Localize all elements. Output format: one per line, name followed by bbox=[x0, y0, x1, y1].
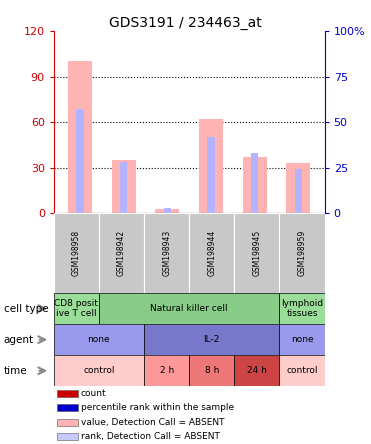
Text: none: none bbox=[88, 335, 110, 344]
Text: none: none bbox=[291, 335, 313, 344]
Text: 2 h: 2 h bbox=[160, 366, 174, 375]
Bar bbox=[54, 324, 144, 355]
Bar bbox=[54, 213, 99, 293]
Text: GSM198942: GSM198942 bbox=[117, 230, 126, 276]
Bar bbox=[189, 213, 234, 293]
Text: value, Detection Call = ABSENT: value, Detection Call = ABSENT bbox=[81, 418, 224, 427]
Text: rank, Detection Call = ABSENT: rank, Detection Call = ABSENT bbox=[81, 432, 220, 441]
Text: cell type: cell type bbox=[4, 304, 48, 313]
Bar bbox=[144, 213, 189, 293]
Bar bbox=[279, 355, 325, 386]
Bar bbox=[286, 163, 311, 213]
Bar bbox=[279, 324, 325, 355]
Bar bbox=[234, 213, 279, 293]
Bar bbox=[57, 433, 78, 440]
Bar bbox=[99, 293, 279, 324]
Bar bbox=[57, 390, 78, 397]
Bar bbox=[279, 293, 325, 324]
Text: 8 h: 8 h bbox=[204, 366, 219, 375]
Bar bbox=[189, 355, 234, 386]
Text: time: time bbox=[4, 366, 27, 376]
Text: GSM198943: GSM198943 bbox=[162, 230, 171, 276]
Text: GSM198958: GSM198958 bbox=[72, 230, 81, 276]
Text: Natural killer cell: Natural killer cell bbox=[150, 304, 228, 313]
Bar bbox=[99, 213, 144, 293]
Text: control: control bbox=[83, 366, 115, 375]
Bar bbox=[54, 355, 144, 386]
Bar bbox=[112, 160, 136, 213]
Bar bbox=[120, 162, 127, 213]
Bar bbox=[251, 153, 258, 213]
Text: control: control bbox=[286, 366, 318, 375]
Bar bbox=[295, 170, 302, 213]
Text: 24 h: 24 h bbox=[247, 366, 267, 375]
Text: count: count bbox=[81, 389, 106, 398]
Bar bbox=[68, 61, 92, 213]
Text: GDS3191 / 234463_at: GDS3191 / 234463_at bbox=[109, 16, 262, 30]
Bar bbox=[279, 213, 325, 293]
Bar bbox=[199, 119, 223, 213]
Text: CD8 posit
ive T cell: CD8 posit ive T cell bbox=[55, 299, 98, 318]
Bar bbox=[144, 355, 189, 386]
Text: GSM198959: GSM198959 bbox=[298, 230, 306, 276]
Text: GSM198944: GSM198944 bbox=[207, 230, 216, 276]
Bar bbox=[57, 404, 78, 412]
Bar bbox=[144, 324, 279, 355]
Bar bbox=[164, 208, 171, 213]
Bar bbox=[243, 157, 267, 213]
Text: GSM198945: GSM198945 bbox=[252, 230, 262, 276]
Bar bbox=[54, 293, 99, 324]
Bar bbox=[207, 137, 215, 213]
Bar bbox=[234, 355, 279, 386]
Bar bbox=[155, 209, 180, 213]
Text: percentile rank within the sample: percentile rank within the sample bbox=[81, 404, 234, 412]
Text: IL-2: IL-2 bbox=[204, 335, 220, 344]
Text: agent: agent bbox=[4, 335, 34, 345]
Bar bbox=[76, 109, 83, 213]
Bar bbox=[57, 419, 78, 426]
Text: lymphoid
tissues: lymphoid tissues bbox=[281, 299, 323, 318]
